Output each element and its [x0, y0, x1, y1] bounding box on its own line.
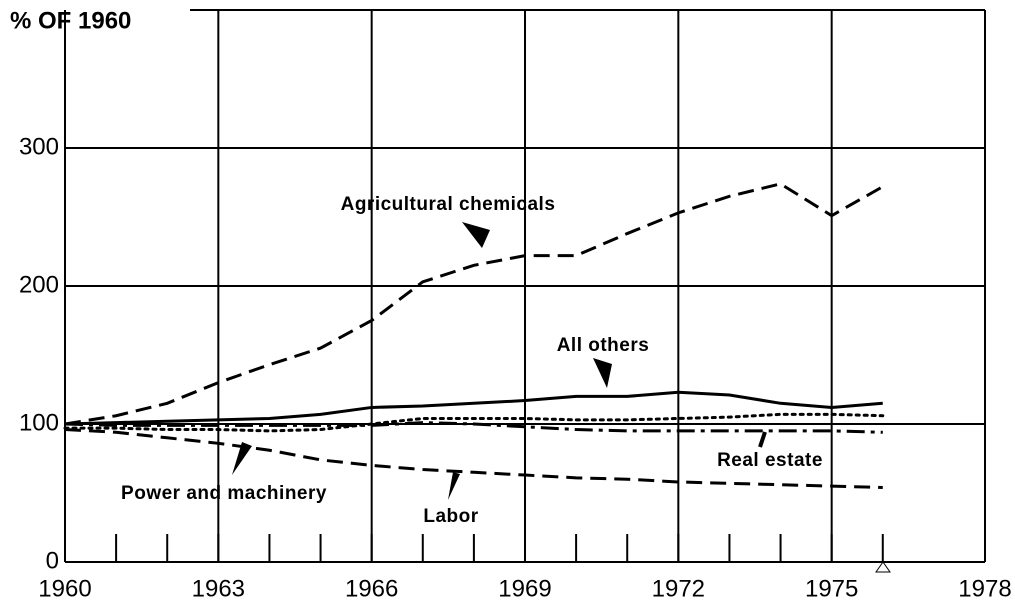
- label-pointers: [232, 222, 891, 573]
- series-line: [63, 412, 885, 433]
- x-tick-label: 1963: [192, 575, 245, 602]
- x-tick-label: 1978: [958, 575, 1011, 602]
- pointer: [758, 431, 767, 448]
- y-tick-label: 100: [19, 409, 59, 436]
- pointer: [448, 472, 460, 500]
- x-tick-label: 1972: [652, 575, 705, 602]
- pointer: [232, 442, 252, 475]
- series-line: [64, 421, 883, 434]
- series-label: All others: [557, 335, 650, 356]
- x-tick-label: 1969: [498, 575, 551, 602]
- x-tick-label: 1966: [345, 575, 398, 602]
- y-tick-label: 0: [46, 547, 59, 574]
- series-label: Power and machinery: [121, 483, 327, 504]
- y-axis-label: % OF 1960: [10, 7, 131, 34]
- marker: [875, 561, 891, 573]
- series-line: [64, 428, 883, 489]
- series-line: [64, 390, 883, 426]
- series-line: [64, 182, 884, 426]
- y-tick-label: 200: [19, 271, 59, 298]
- x-tick-label: 1960: [38, 575, 91, 602]
- pointer: [593, 358, 612, 388]
- series-label: Real estate: [717, 450, 823, 471]
- pointer: [462, 222, 490, 248]
- y-tick-label: 300: [19, 133, 59, 160]
- series-label: Agricultural chemicals: [341, 194, 556, 215]
- series-label: Labor: [423, 506, 478, 527]
- x-tick-label: 1975: [805, 575, 858, 602]
